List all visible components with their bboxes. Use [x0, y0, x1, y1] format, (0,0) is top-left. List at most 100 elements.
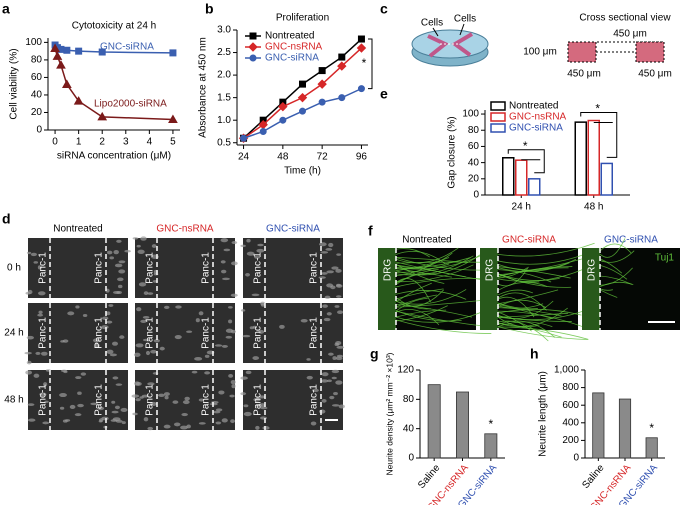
y-tick-label: 0.5	[217, 137, 231, 148]
marker	[337, 61, 347, 71]
cell	[331, 376, 337, 380]
marker	[357, 85, 365, 93]
cell	[240, 376, 248, 380]
neurite	[599, 264, 628, 280]
y-axis-label: Cell viability (%)	[9, 48, 20, 119]
cell	[163, 392, 170, 396]
cell	[110, 419, 118, 422]
cell	[335, 380, 343, 385]
dim-label: 450 μm	[638, 69, 672, 80]
neurite	[599, 243, 632, 254]
cell	[149, 401, 157, 406]
bar	[456, 391, 469, 459]
cell	[118, 269, 126, 274]
cell	[147, 292, 154, 295]
cell	[184, 396, 190, 401]
neurite	[599, 289, 618, 298]
cell	[204, 354, 210, 358]
cell	[82, 313, 88, 318]
cell	[231, 261, 238, 266]
y-tick-label: 100	[25, 37, 42, 48]
cell	[121, 421, 126, 425]
marker	[357, 35, 365, 43]
column-header: GNC-siRNA	[502, 235, 556, 246]
marker	[299, 80, 306, 88]
cell	[174, 335, 182, 340]
cell	[326, 270, 334, 274]
annotation: *	[649, 421, 654, 435]
x-tick-label: 24	[238, 152, 250, 163]
cell	[163, 305, 170, 310]
x-tick-label: 1	[76, 137, 82, 148]
cell-line-label: Panc-1	[201, 384, 212, 416]
bar	[502, 157, 515, 196]
cell	[106, 320, 113, 324]
cell-line-label: Panc-1	[94, 252, 105, 284]
cell	[246, 238, 251, 243]
marker	[356, 43, 367, 53]
neurite	[497, 267, 528, 279]
cell	[142, 315, 150, 319]
cell	[147, 382, 155, 386]
cell	[222, 277, 230, 281]
cell-line-label: Panc-1	[145, 317, 156, 349]
cell	[112, 376, 119, 380]
marker	[318, 67, 326, 75]
y-tick-label: 40	[468, 157, 480, 168]
cell	[173, 422, 181, 427]
cell-line-label: Panc-1	[253, 317, 264, 349]
cell	[334, 305, 340, 308]
cell	[158, 393, 165, 397]
cell	[322, 304, 328, 308]
cell	[332, 356, 337, 360]
bar	[618, 398, 632, 459]
cell	[324, 295, 331, 299]
dim-label: 450 μm	[567, 69, 601, 80]
cell	[252, 356, 260, 360]
cell-line-label: Panc-1	[253, 252, 264, 284]
neurite	[599, 250, 635, 263]
neurite	[395, 310, 462, 322]
cell	[116, 239, 122, 243]
cell	[75, 376, 82, 379]
panel-letter: a	[2, 1, 10, 17]
diagram-title: Cross sectional view	[579, 13, 671, 24]
cell	[111, 400, 116, 404]
marker	[61, 79, 72, 88]
cell	[230, 329, 236, 334]
marker	[73, 96, 84, 105]
cell	[336, 354, 344, 358]
cell	[311, 388, 319, 393]
neurite	[395, 299, 482, 308]
marker	[168, 114, 178, 123]
cell-line-label: Panc-1	[38, 252, 49, 284]
cell	[119, 335, 125, 339]
marker	[317, 79, 327, 89]
cell	[27, 289, 33, 295]
dim-label: 450 μm	[613, 29, 647, 40]
y-tick-label: 20	[31, 107, 43, 118]
cell	[256, 248, 265, 253]
cell	[35, 351, 41, 355]
marker	[278, 101, 288, 112]
cell	[118, 260, 126, 264]
cell	[320, 272, 328, 275]
cell	[90, 402, 99, 406]
cell	[137, 249, 145, 254]
cell	[33, 373, 40, 378]
cell	[257, 243, 264, 247]
micrograph	[135, 370, 235, 430]
cell	[228, 319, 233, 324]
y-tick-label: 80	[403, 394, 415, 405]
cell-line-label: Panc-1	[94, 317, 105, 349]
ganglion	[582, 248, 600, 330]
y-tick-label: 20	[468, 173, 480, 184]
y-tick-label: 1.0	[217, 115, 231, 126]
cell	[225, 335, 233, 339]
chart-title: Proliferation	[276, 13, 329, 24]
x-tick-label: Saline	[416, 462, 443, 491]
legend-swatch	[490, 123, 506, 133]
neurite	[497, 326, 589, 340]
neurite	[497, 289, 534, 296]
cell	[140, 319, 147, 323]
